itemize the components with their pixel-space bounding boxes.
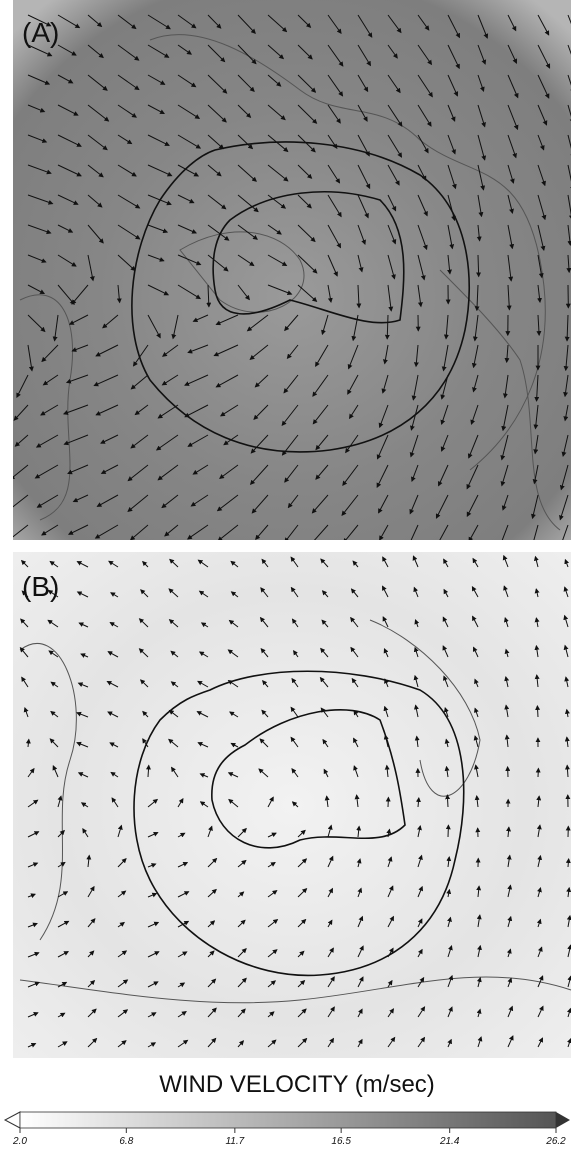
colorbar-tick-label: 16.5 [331, 1136, 351, 1147]
figure: (A) (B) WIND VELOCITY (m/sec) 2.0 6.8 11.7… [0, 0, 572, 1176]
panel-label: (A) [22, 17, 59, 48]
panel-a-field [13, 0, 571, 540]
colorbar-max-arrow [556, 1112, 570, 1128]
panel-label: (B) [22, 571, 59, 602]
wind-arrow [447, 795, 448, 807]
colorbar-tick-label: 21.4 [439, 1136, 460, 1147]
colorbar-tick-label: 26.2 [545, 1136, 566, 1147]
page: (A) (B) WIND VELOCITY (m/sec) 2.0 6.8 11.7… [0, 0, 572, 1176]
colorbar-min-arrow [5, 1112, 20, 1128]
colorbar-tick-label: 11.7 [225, 1136, 244, 1147]
panel-b-field [13, 552, 571, 1058]
wind-arrow [568, 859, 569, 867]
colorbar-title: WIND VELOCITY (m/sec) [159, 1071, 435, 1098]
colorbar-tick-label: 6.8 [119, 1136, 133, 1147]
wind-arrow [537, 706, 538, 717]
colorbar-tick-label: 2.0 [12, 1136, 27, 1147]
wind-arrow [478, 255, 479, 276]
colorbar [20, 1112, 556, 1128]
